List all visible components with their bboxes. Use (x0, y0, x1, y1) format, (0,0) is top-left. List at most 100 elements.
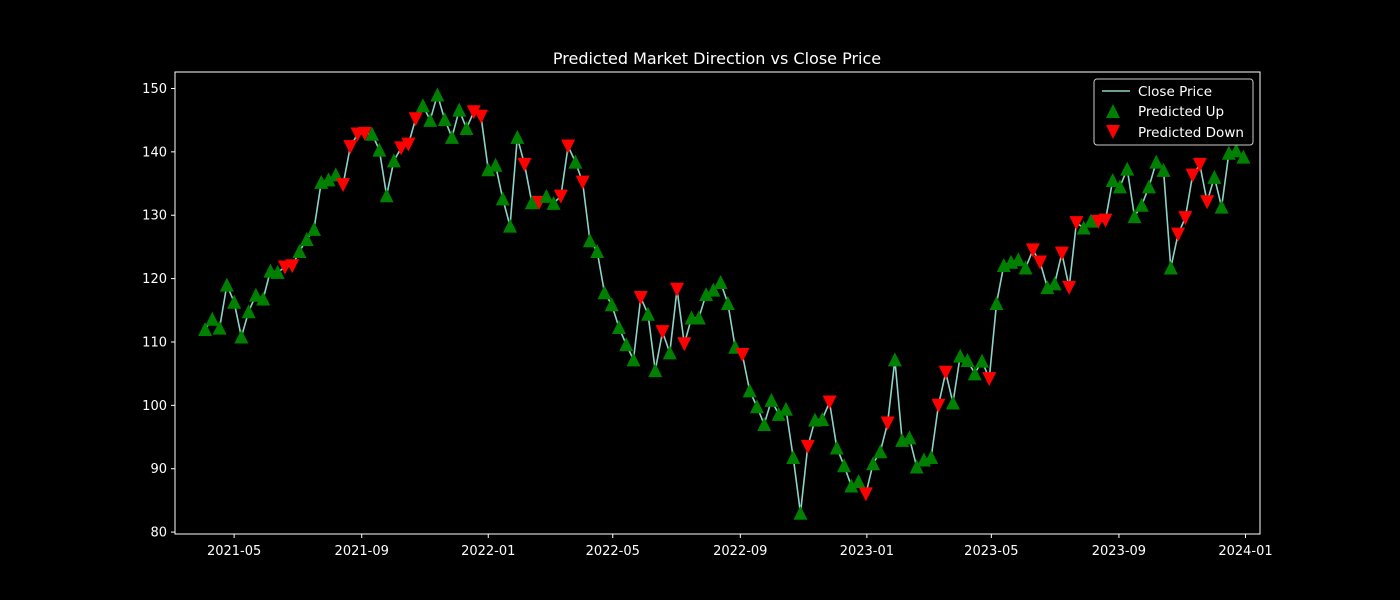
predicted-down-marker (1185, 168, 1200, 183)
predicted-up-marker (844, 478, 859, 493)
legend-label-close-price: Close Price (1138, 84, 1212, 100)
predicted-down-marker (1192, 157, 1207, 172)
predicted-up-marker (1112, 179, 1127, 194)
predicted-up-marker (328, 167, 343, 182)
predicted-down-marker (822, 395, 837, 410)
predicted-up-marker (1105, 173, 1120, 188)
predicted-up-marker (234, 329, 249, 344)
predicted-up-marker (626, 352, 641, 367)
predicted-up-marker (1076, 220, 1091, 235)
x-tick-label: 2021-09 (335, 544, 389, 559)
predicted-up-marker (205, 311, 220, 326)
predicted-down-marker (1054, 246, 1069, 261)
predicted-down-marker (677, 337, 692, 352)
predicted-up-marker (1214, 199, 1229, 214)
predicted-up-marker (241, 304, 256, 319)
y-tick-label: 90 (150, 462, 167, 477)
predicted-up-marker (306, 221, 321, 236)
series-layer (198, 87, 1251, 520)
predicted-up-marker (1047, 276, 1062, 291)
predicted-up-marker (590, 243, 605, 258)
predicted-up-marker (604, 297, 619, 312)
predicted-down-marker (1171, 227, 1186, 242)
predicted-up-marker (771, 406, 786, 421)
predicted-up-marker (887, 352, 902, 367)
predicted-up-marker (1134, 197, 1149, 212)
predicted-up-marker (1142, 179, 1157, 194)
predicted-up-marker (1163, 260, 1178, 275)
predicted-up-marker (909, 459, 924, 474)
predicted-up-marker (568, 154, 583, 169)
predicted-up-marker (699, 287, 714, 302)
predicted-up-marker (757, 417, 772, 432)
legend-label-predicted-up: Predicted Up (1138, 104, 1224, 120)
y-axis: 80 90 100 110 120 130 140 150 (142, 82, 175, 541)
predicted-up-marker (546, 195, 561, 210)
predicted-down-marker (553, 189, 568, 204)
legend-box (1093, 78, 1254, 146)
predicted-down-marker (357, 126, 372, 141)
predicted-up-marker (619, 337, 634, 352)
predicted-up-marker (749, 399, 764, 414)
predicted-up-marker (1229, 143, 1244, 158)
predicted-up-marker (837, 458, 852, 473)
predicted-down-marker (938, 365, 953, 380)
predicted-up-marker (764, 392, 779, 407)
predicted-up-marker (945, 395, 960, 410)
predicted-down-marker (1098, 213, 1113, 228)
predicted-up-marker (488, 157, 503, 172)
predicted-up-marker (386, 153, 401, 168)
predicted-up-marker (960, 353, 975, 368)
y-tick-label: 100 (142, 399, 167, 414)
x-tick-label: 2023-01 (840, 544, 894, 559)
y-tick-label: 150 (142, 82, 167, 97)
predicted-up-marker (379, 188, 394, 203)
chart-title: Predicted Market Direction vs Close Pric… (553, 49, 881, 68)
predicted-up-marker (481, 162, 496, 177)
predicted-up-marker (539, 188, 554, 203)
predicted-up-marker (321, 172, 336, 187)
y-tick-label: 80 (150, 526, 167, 541)
predicted-up-marker (1083, 213, 1098, 228)
predicted-up-marker (662, 345, 677, 360)
predicted-down-marker (633, 290, 648, 305)
y-tick-label: 110 (142, 335, 167, 350)
predicted-up-marker (611, 320, 626, 335)
predicted-up-marker (967, 366, 982, 381)
predicted-up-marker (430, 87, 445, 102)
predicted-up-marker (829, 440, 844, 455)
predicted-up-marker (503, 218, 518, 233)
predicted-up-marker (299, 231, 314, 246)
predicted-up-marker (851, 474, 866, 489)
predicted-down-marker (575, 175, 590, 190)
predicted-down-marker (931, 398, 946, 413)
predicted-up-marker (248, 287, 263, 302)
predicted-up-marker (1040, 280, 1055, 295)
predicted-up-marker (198, 321, 213, 336)
predicted-up-marker (1011, 252, 1026, 267)
predicted-up-marker (219, 277, 234, 292)
predicted-up-marker (510, 129, 525, 144)
predicted-up-marker (713, 275, 728, 290)
predicted-up-marker (691, 310, 706, 325)
predicted-up-marker (365, 126, 380, 141)
legend-label-predicted-down: Predicted Down (1138, 125, 1244, 141)
predicted-up-marker (1236, 149, 1251, 164)
predicted-up-marker (641, 306, 656, 321)
predicted-up-marker (256, 291, 271, 306)
predicted-down-marker (1033, 255, 1048, 270)
predicted-up-marker (902, 430, 917, 445)
y-tick-label: 140 (142, 145, 167, 160)
predicted-up-marker (742, 383, 757, 398)
predicted-up-marker (495, 191, 510, 206)
predicted-up-marker (778, 401, 793, 416)
predicted-down-marker (285, 259, 300, 274)
predicted-up-marker (975, 353, 990, 368)
predicted-up-marker (270, 264, 285, 279)
predicted-up-marker (793, 505, 808, 520)
y-tick-label: 130 (142, 209, 167, 224)
x-tick-label: 2021-05 (207, 544, 261, 559)
predicted-down-marker (655, 325, 670, 340)
